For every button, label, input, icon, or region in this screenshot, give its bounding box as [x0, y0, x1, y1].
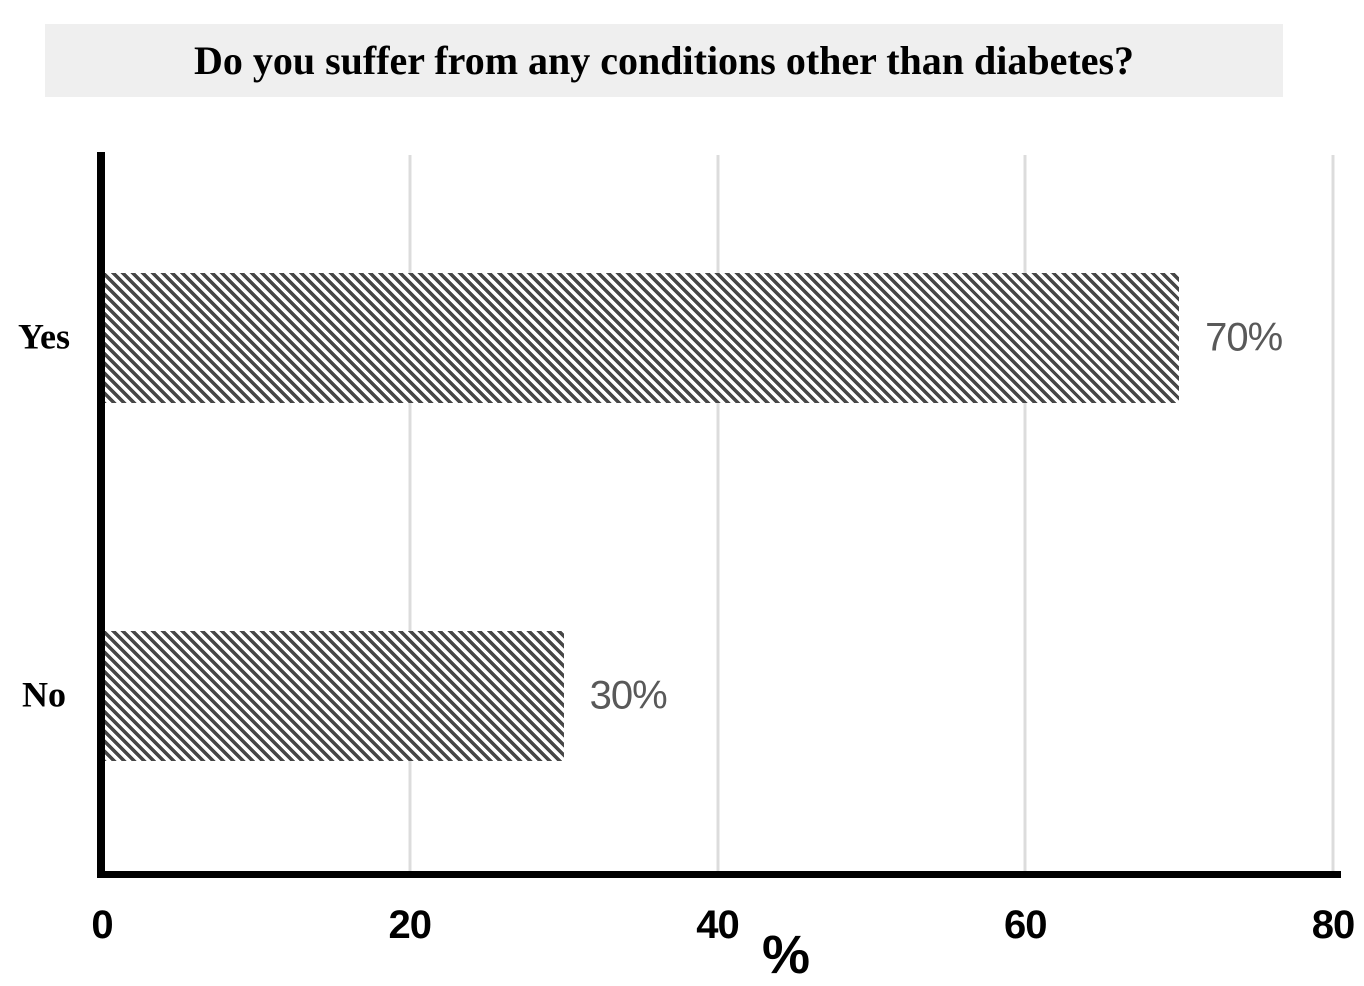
gridline-20 — [408, 155, 412, 871]
x-axis-tick-labels: 0 20 40 60 80 — [91, 903, 1355, 953]
category-label-yes: Yes — [18, 316, 70, 357]
x-tick-label-80: 80 — [1311, 903, 1355, 947]
data-label-no: 30% — [589, 673, 668, 718]
x-tick-label-0: 0 — [91, 903, 113, 947]
bar-no — [102, 631, 564, 761]
chart-title: Do you suffer from any conditions other … — [193, 38, 1135, 83]
y-axis-line — [97, 152, 105, 878]
plot-area: 70% 30% — [102, 155, 1335, 871]
x-tick-label-40: 40 — [696, 903, 739, 947]
bar-yes — [102, 273, 1180, 403]
gridline-80 — [1331, 155, 1335, 871]
data-label-yes: 70% — [1205, 315, 1283, 360]
x-axis-line — [97, 871, 1341, 878]
gridline-40 — [716, 155, 719, 871]
gridline-60 — [1023, 155, 1027, 871]
chart-title-strip: Do you suffer from any conditions other … — [45, 24, 1283, 97]
x-axis-title: % — [761, 925, 811, 985]
x-tick-label-60: 60 — [1004, 903, 1047, 947]
x-tick-label-20: 20 — [388, 903, 432, 947]
category-label-no: No — [22, 674, 66, 715]
